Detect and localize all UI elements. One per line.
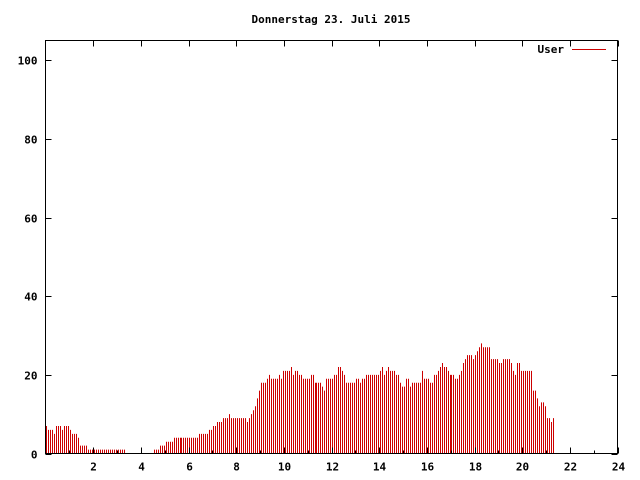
legend-label-user: User [538,43,565,56]
y-tick-label: 0 [31,449,38,462]
x-tick-label: 10 [278,461,291,474]
x-tick-label: 16 [421,461,435,474]
bar-series [46,343,554,454]
plot-frame [45,40,618,454]
chart-title: Donnerstag 23. Juli 2015 [252,13,411,26]
y-tick-label: 60 [24,213,37,226]
x-tick-label: 18 [469,461,482,474]
x-tick-label: 2 [90,461,97,474]
x-tick-label: 6 [186,461,193,474]
x-axis: 2 4 6 8 10 12 14 16 18 20 22 24 [69,40,626,474]
y-tick-label: 100 [18,55,38,68]
legend: User [538,43,606,56]
x-tick-label: 22 [564,461,577,474]
x-tick-label: 8 [233,461,240,474]
x-tick-label: 24 [612,461,626,474]
y-axis: 0 20 40 60 80 100 [18,55,618,462]
x-tick-label: 20 [516,461,529,474]
y-tick-label: 20 [24,370,37,383]
x-tick-label: 14 [373,461,387,474]
x-tick-label: 4 [138,461,145,474]
y-tick-label: 40 [24,291,37,304]
x-tick-label: 12 [326,461,339,474]
y-tick-label: 80 [24,134,37,147]
